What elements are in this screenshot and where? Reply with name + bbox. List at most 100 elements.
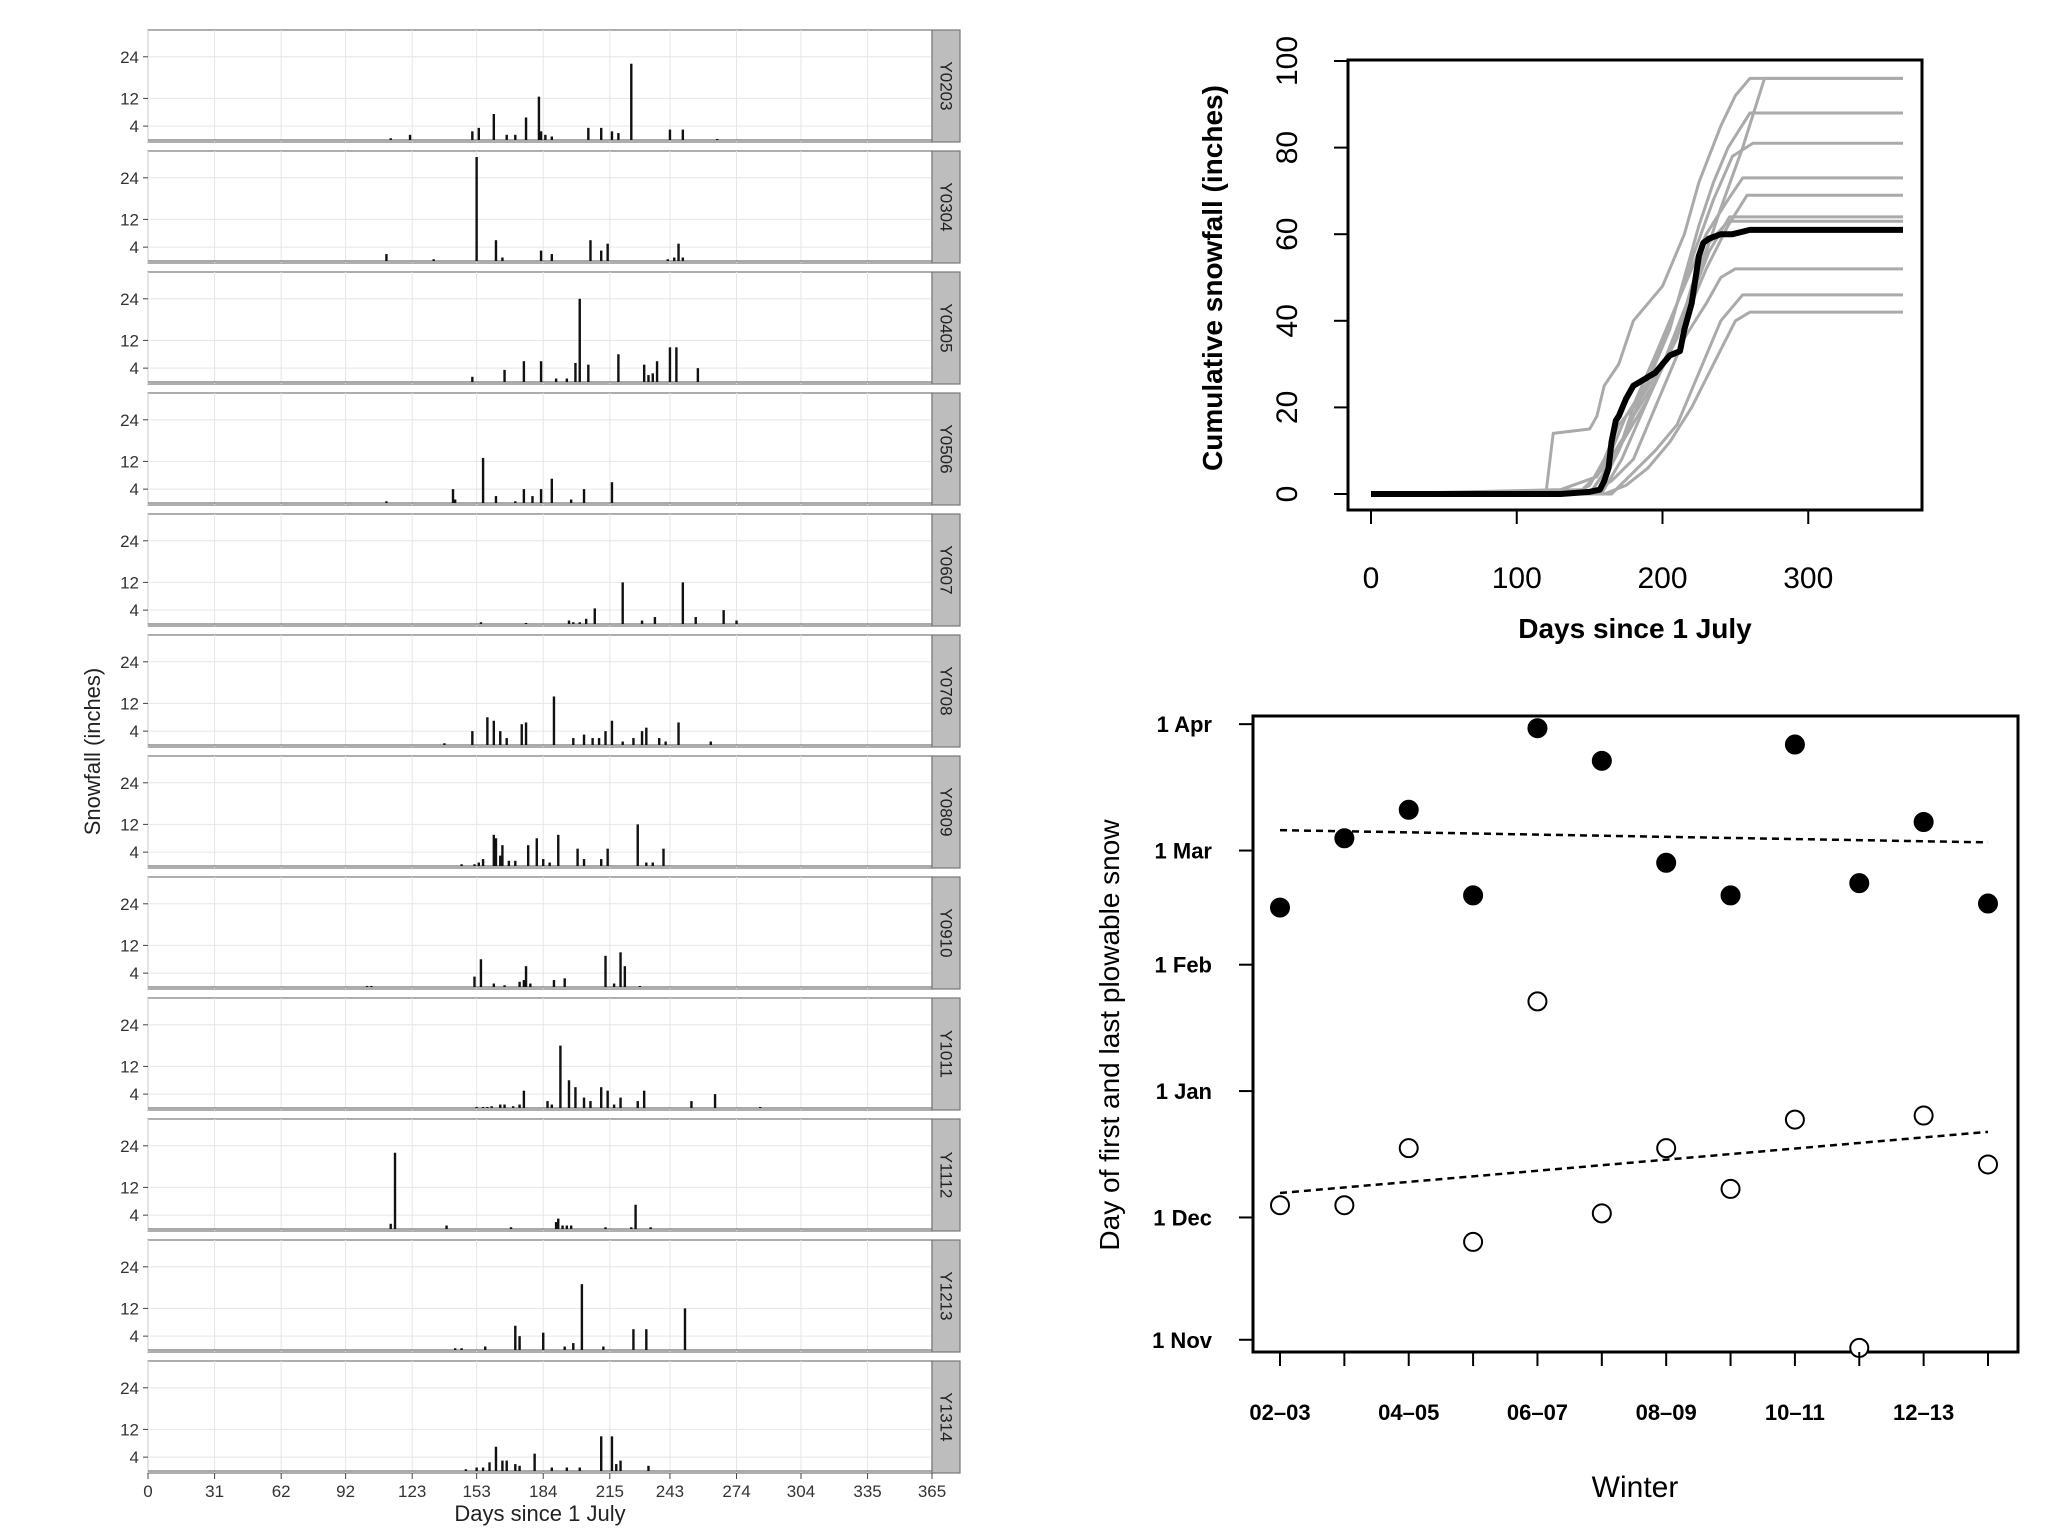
- snowfall-bar: [578, 622, 581, 624]
- snowfall-bar: [591, 738, 594, 745]
- snowfall-bar: [632, 738, 635, 745]
- snowfall-bar: [554, 378, 558, 382]
- y-tick-label: 4: [130, 964, 139, 983]
- snowfall-bar: [473, 864, 476, 866]
- facet-strip-label: Y0607: [937, 545, 956, 594]
- y-tick-label: 1 Apr: [1157, 712, 1213, 737]
- snowfall-bar: [501, 257, 504, 261]
- snowfall-bar: [565, 1225, 569, 1229]
- snowfall-bar: [640, 620, 644, 624]
- snowfall-bar: [503, 985, 506, 987]
- snowfall-bar: [503, 369, 506, 382]
- snowfall-bar: [389, 138, 392, 140]
- panel-background: [147, 634, 933, 748]
- snowfall-bar: [735, 620, 738, 624]
- snowfall-bar: [475, 157, 478, 261]
- trend-line: [1279, 1130, 1989, 1195]
- panel-background: [147, 1239, 933, 1353]
- last-snow-point: [1463, 885, 1484, 906]
- y-tick-label: 4: [130, 601, 139, 620]
- panel-background: [147, 997, 933, 1111]
- x-axis-title: Days since 1 July: [454, 1501, 625, 1526]
- y-tick-label: 4: [130, 238, 139, 257]
- snowfall-bar: [494, 1446, 498, 1471]
- snowfall-bar: [623, 966, 627, 987]
- facet-strip: [931, 997, 961, 1111]
- y-axis-title: Day of first and last plowable snow: [1094, 819, 1125, 1251]
- facet-strip: [931, 513, 961, 627]
- y-tick-label: 24: [120, 532, 139, 551]
- snowfall-bar: [589, 1101, 592, 1108]
- panel-background: [147, 392, 933, 506]
- snowfall-bar: [578, 298, 581, 382]
- snowfall-bar: [600, 127, 603, 140]
- first-snow-point: [1913, 1105, 1934, 1126]
- facet-panel: 4 12 24 Y0607: [120, 513, 961, 627]
- snowfall-bar: [544, 134, 547, 140]
- x-tick-label: 304: [787, 1482, 815, 1501]
- panel-background: [147, 150, 933, 264]
- last-snow-point: [1334, 828, 1355, 849]
- first-snow-point: [1720, 1178, 1741, 1199]
- x-tick-label: 200: [1637, 562, 1687, 595]
- snowfall-bar: [389, 1223, 392, 1229]
- y-tick-label: 24: [120, 653, 139, 672]
- snowfall-bar: [524, 966, 528, 987]
- snowfall-bar: [531, 496, 534, 503]
- snowfall-bar: [481, 1467, 485, 1471]
- facet-strip: [931, 150, 961, 264]
- snowfall-bar: [610, 131, 614, 140]
- snowfall-bar: [514, 501, 517, 503]
- first-snow-point: [1270, 1195, 1290, 1216]
- snowfall-bar: [365, 985, 369, 987]
- first-snow-point: [1398, 1138, 1419, 1159]
- snowfall-bar: [518, 1104, 521, 1108]
- snowfall-bar: [499, 1104, 502, 1108]
- y-tick-label: 4: [130, 359, 139, 378]
- panel-background: [147, 755, 933, 869]
- snowfall-bar: [589, 240, 592, 261]
- snowfall-bar: [636, 824, 639, 866]
- y-axis-title: Cumulative snowfall (inches): [1197, 85, 1228, 471]
- snowfall-bar: [492, 114, 496, 140]
- snowfall-bar: [518, 1465, 521, 1471]
- last-snow-point: [1527, 718, 1548, 739]
- snowfall-bar: [460, 864, 463, 866]
- snowfall-bar: [597, 738, 601, 745]
- x-tick-label: 100: [1492, 562, 1542, 595]
- first-snow-point: [1527, 991, 1548, 1012]
- y-tick-label: 0: [1271, 486, 1304, 503]
- snowfall-bar: [533, 1453, 536, 1471]
- snowfall-bar: [529, 983, 532, 987]
- y-tick-label: 24: [120, 169, 139, 188]
- y-tick-label: 12: [120, 331, 139, 350]
- snowfall-bar: [640, 731, 644, 745]
- snowfall-bar: [636, 1101, 639, 1108]
- snowfall-bar: [580, 1284, 584, 1350]
- trend-line: [1279, 828, 1989, 844]
- snowfall-bar: [501, 845, 504, 866]
- snowfall-bar: [582, 859, 586, 866]
- x-tick-label: 31: [205, 1482, 224, 1501]
- snowfall-bar: [600, 1087, 603, 1108]
- panel-background: [147, 876, 933, 990]
- snowfall-bar: [539, 131, 543, 140]
- snowfall-bar: [445, 1225, 448, 1229]
- snowfall-bar: [471, 131, 474, 140]
- snowfall-bar: [621, 741, 624, 745]
- snowfall-bar: [630, 63, 633, 140]
- last-snow-point: [1656, 852, 1677, 873]
- snowfall-bar: [481, 859, 485, 866]
- snowfall-bar: [572, 622, 575, 624]
- plot-frame: [1251, 714, 2020, 1354]
- snowfall-bar: [539, 489, 543, 503]
- snowfall-bar: [563, 978, 566, 987]
- snowfall-bar: [486, 717, 489, 745]
- y-tick-label: 24: [120, 1379, 139, 1398]
- first-snow-point: [1656, 1138, 1677, 1159]
- snowfall-bar: [505, 1460, 508, 1471]
- facet-panel: 4 12 24 Y0910: [120, 876, 961, 990]
- snowfall-bar: [642, 1090, 646, 1108]
- snowfall-bar: [550, 136, 554, 140]
- snowfall-bar: [514, 1464, 517, 1471]
